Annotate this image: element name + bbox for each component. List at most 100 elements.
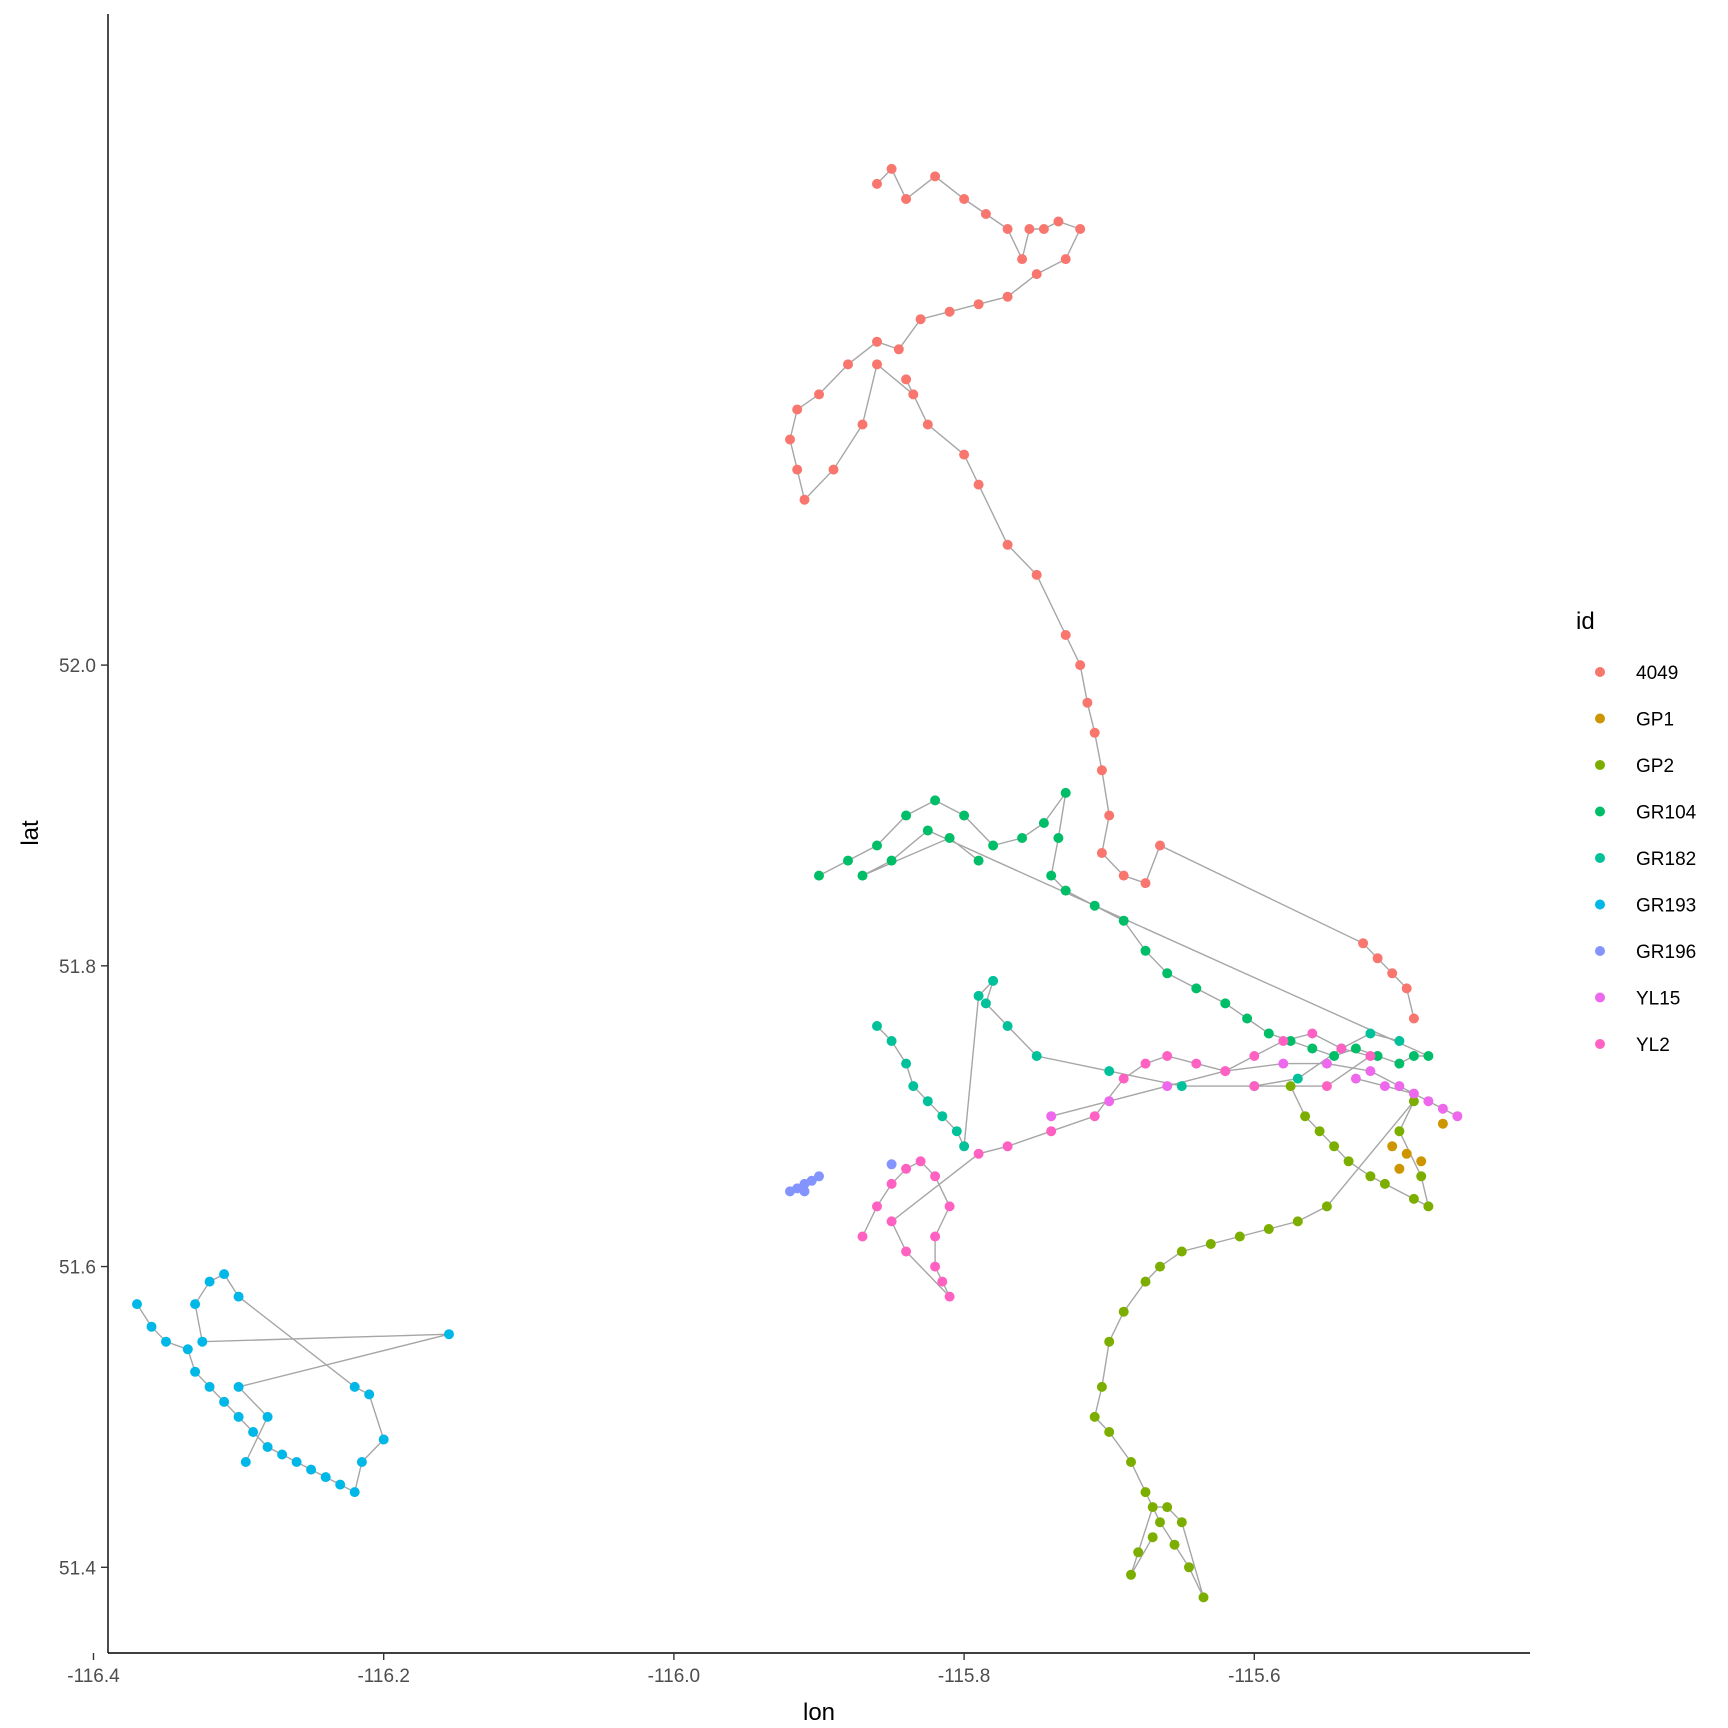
point-GP2-6 bbox=[1379, 1178, 1390, 1189]
point-YL2-27 bbox=[1321, 1081, 1332, 1092]
point-YL2-7 bbox=[930, 1231, 941, 1242]
point-GR193-13 bbox=[320, 1472, 331, 1483]
path-line-4049 bbox=[789, 167, 1415, 1019]
point-GP2-36 bbox=[1147, 1532, 1158, 1543]
legend-label-GR182: GR182 bbox=[1636, 849, 1696, 870]
point-YL2-24 bbox=[1307, 1028, 1318, 1039]
point-GR193-18 bbox=[364, 1389, 375, 1400]
point-YL2-26 bbox=[1365, 1051, 1376, 1061]
point-GR193-9 bbox=[262, 1442, 273, 1452]
point-GP2-27 bbox=[1155, 1517, 1165, 1528]
point-4049-0 bbox=[872, 178, 882, 189]
point-GP2-10 bbox=[1394, 1126, 1405, 1137]
point-GR193-17 bbox=[378, 1434, 389, 1445]
point-GP2-1 bbox=[1300, 1111, 1311, 1122]
point-GP2-25 bbox=[1126, 1457, 1136, 1467]
point-4049-33 bbox=[973, 479, 984, 490]
point-4049-9 bbox=[1038, 224, 1049, 234]
y-tick-label: 51.4 bbox=[59, 1558, 96, 1579]
point-GP2-30 bbox=[1198, 1592, 1209, 1603]
point-GR193-27 bbox=[262, 1411, 273, 1422]
point-GR104-14 bbox=[1118, 915, 1129, 926]
point-GR193-22 bbox=[204, 1276, 215, 1287]
point-GP1-1 bbox=[1416, 1156, 1427, 1167]
point-4049-23 bbox=[785, 434, 795, 445]
point-GR193-20 bbox=[233, 1291, 244, 1302]
point-YL2-22 bbox=[1249, 1051, 1260, 1061]
point-4049-46 bbox=[1358, 938, 1369, 949]
point-GR104-10 bbox=[1053, 833, 1064, 843]
point-4049-38 bbox=[1082, 697, 1093, 708]
point-GR104-24 bbox=[1350, 1043, 1361, 1054]
point-YL2-0 bbox=[857, 1231, 868, 1242]
x-tick-label: -115.8 bbox=[938, 1666, 990, 1687]
plot-area bbox=[132, 163, 1463, 1603]
point-GR182-4 bbox=[922, 1096, 933, 1107]
point-4049-5 bbox=[980, 209, 991, 219]
point-GR193-24 bbox=[197, 1336, 208, 1347]
legend-key-4049 bbox=[1595, 667, 1605, 677]
point-GR193-14 bbox=[335, 1479, 346, 1490]
point-GR182-12 bbox=[1031, 1051, 1042, 1061]
point-4049-35 bbox=[1031, 569, 1042, 580]
point-GP2-32 bbox=[1162, 1502, 1173, 1513]
point-GR182-9 bbox=[988, 975, 999, 986]
point-GR104-21 bbox=[1285, 1036, 1296, 1046]
point-GP2-14 bbox=[1263, 1224, 1274, 1234]
point-4049-10 bbox=[1053, 216, 1064, 227]
point-4049-21 bbox=[814, 389, 824, 400]
point-GP1-0 bbox=[1437, 1118, 1448, 1129]
point-YL15-2 bbox=[1162, 1081, 1173, 1092]
point-4049-28 bbox=[872, 359, 882, 370]
point-GR182-10 bbox=[980, 998, 991, 1009]
point-YL15-0 bbox=[1046, 1111, 1057, 1122]
point-GR182-6 bbox=[951, 1126, 962, 1137]
y-tick-label: 52.0 bbox=[59, 656, 96, 677]
point-GR193-7 bbox=[233, 1411, 244, 1422]
point-4049-41 bbox=[1104, 810, 1115, 821]
point-GP2-18 bbox=[1155, 1261, 1165, 1272]
point-YL2-11 bbox=[901, 1246, 912, 1257]
point-GR182-3 bbox=[908, 1081, 919, 1092]
y-axis-ticks: 51.4 51.6 51.8 52.0 bbox=[59, 656, 108, 1579]
point-GR104-20 bbox=[1263, 1028, 1274, 1039]
x-axis-title: lon bbox=[803, 1699, 835, 1726]
point-GR196-4 bbox=[814, 1171, 824, 1182]
legend-key-YL15 bbox=[1595, 992, 1605, 1003]
point-GR182-18 bbox=[1365, 1028, 1376, 1039]
point-YL2-12 bbox=[886, 1216, 897, 1227]
point-YL2-16 bbox=[1089, 1111, 1100, 1122]
point-YL2-15 bbox=[1046, 1126, 1057, 1137]
point-YL2-18 bbox=[1140, 1058, 1151, 1069]
point-GP2-33 bbox=[1147, 1502, 1158, 1513]
point-YL2-19 bbox=[1162, 1051, 1173, 1061]
point-GR104-30 bbox=[886, 855, 897, 866]
point-GR104-26 bbox=[1394, 1058, 1405, 1069]
point-4049-8 bbox=[1024, 224, 1035, 234]
point-GR196-6 bbox=[886, 1159, 897, 1170]
legend-key-GR196 bbox=[1595, 946, 1605, 956]
legend-label-YL15: YL15 bbox=[1636, 989, 1680, 1010]
legend-label-4049: 4049 bbox=[1636, 663, 1678, 684]
point-GP2-29 bbox=[1184, 1562, 1194, 1573]
point-GR104-27 bbox=[1408, 1051, 1419, 1061]
legend-title: id bbox=[1576, 608, 1595, 635]
point-GR196-3 bbox=[806, 1175, 817, 1186]
point-GR104-16 bbox=[1162, 968, 1173, 979]
point-4049-1 bbox=[886, 163, 897, 174]
point-GP2-24 bbox=[1104, 1427, 1115, 1437]
point-GP2-8 bbox=[1423, 1201, 1434, 1212]
point-GR104-12 bbox=[1060, 885, 1071, 896]
point-YL15-9 bbox=[1452, 1111, 1463, 1122]
point-4049-19 bbox=[872, 336, 882, 347]
point-4049-32 bbox=[959, 449, 970, 460]
point-4049-42 bbox=[1096, 848, 1107, 858]
point-GR104-29 bbox=[922, 825, 933, 836]
point-4049-22 bbox=[792, 404, 803, 415]
point-YL15-12 bbox=[1379, 1081, 1390, 1092]
point-GR104-15 bbox=[1140, 945, 1151, 956]
point-GR182-1 bbox=[886, 1036, 897, 1046]
legend-label-GP2: GP2 bbox=[1636, 756, 1674, 777]
point-GR182-16 bbox=[1292, 1073, 1303, 1084]
